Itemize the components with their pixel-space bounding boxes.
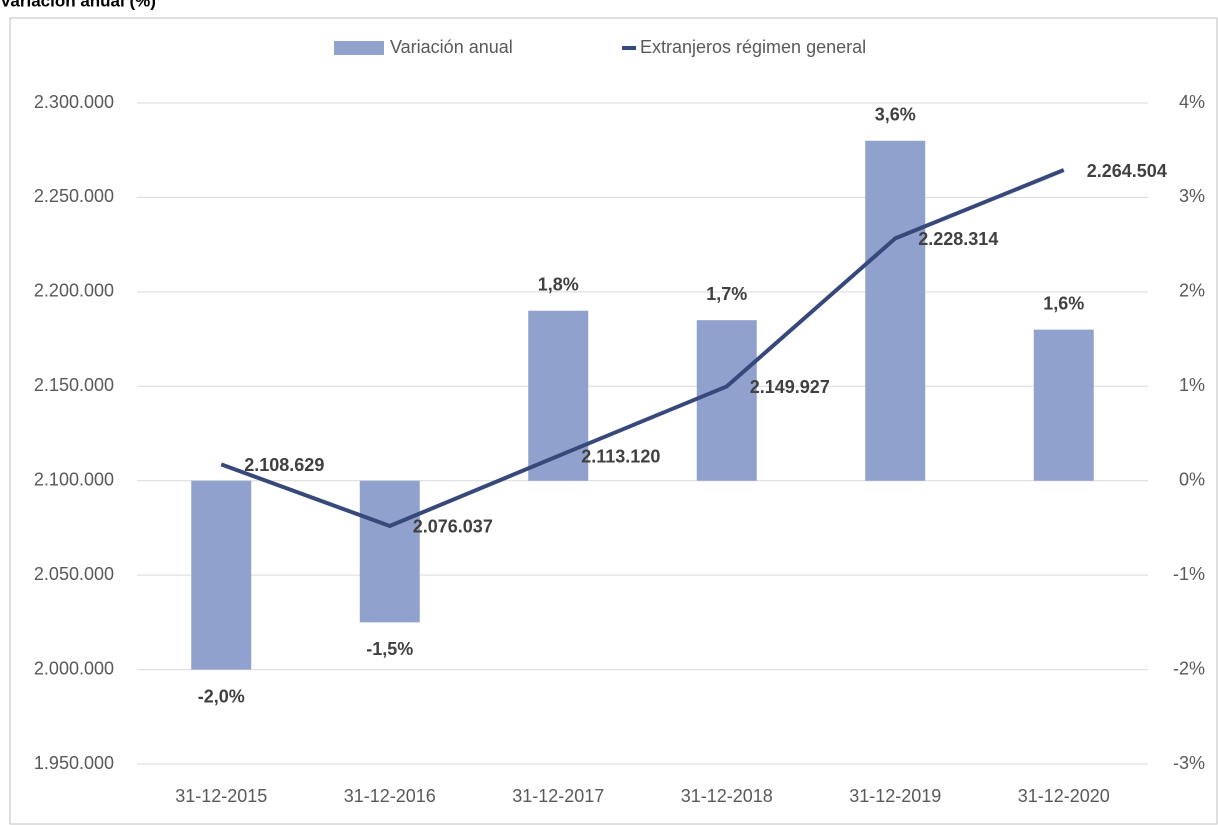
x-tick-label: 31-12-2017 — [512, 786, 604, 806]
data-label: 2.076.037 — [413, 517, 493, 537]
data-label: -1,5% — [366, 639, 413, 659]
data-label: -2,0% — [198, 686, 245, 706]
x-tick-label: 31-12-2020 — [1018, 786, 1110, 806]
data-label: 2.108.629 — [244, 455, 324, 475]
y2-tick-label: 0% — [1179, 469, 1205, 489]
y-tick-label: 2.050.000 — [34, 564, 114, 584]
legend-swatch — [334, 41, 384, 55]
line — [220, 168, 1065, 528]
x-tick-label: 31-12-2015 — [175, 786, 267, 806]
chart-title: Variación anual (%) — [0, 0, 156, 10]
data-label: 2.264.504 — [1087, 161, 1167, 181]
y2-tick-label: -3% — [1173, 753, 1205, 773]
legend-label: Extranjeros régimen general — [640, 37, 866, 57]
y2-tick-label: 4% — [1179, 92, 1205, 112]
bar — [191, 480, 252, 670]
data-label: 1,7% — [706, 284, 747, 304]
data-label: 2.149.927 — [750, 377, 830, 397]
bar — [865, 140, 926, 481]
chart-frame — [9, 17, 1218, 825]
y-tick-label: 2.000.000 — [34, 658, 114, 678]
y-tick-label: 2.250.000 — [34, 186, 114, 206]
data-label: 2.228.314 — [918, 229, 998, 249]
y2-tick-label: 1% — [1179, 375, 1205, 395]
bar — [359, 480, 420, 623]
y2-tick-label: -1% — [1173, 564, 1205, 584]
y2-tick-label: -2% — [1173, 658, 1205, 678]
y-tick-label: 2.200.000 — [34, 281, 114, 301]
bar — [1033, 329, 1094, 481]
y-tick-label: 2.300.000 — [34, 92, 114, 112]
legend-label: Variación anual — [390, 37, 513, 57]
bar — [696, 320, 757, 481]
data-label: 3,6% — [875, 105, 916, 125]
data-label: 1,6% — [1043, 293, 1084, 313]
bar — [528, 310, 589, 481]
x-tick-label: 31-12-2018 — [681, 786, 773, 806]
x-tick-label: 31-12-2019 — [849, 786, 941, 806]
data-label: 2.113.120 — [581, 447, 660, 467]
y2-tick-label: 3% — [1179, 186, 1205, 206]
data-label: 1,8% — [538, 274, 579, 294]
y-tick-label: 2.150.000 — [34, 375, 114, 395]
y-tick-label: 1.950.000 — [34, 753, 114, 773]
y-tick-label: 2.100.000 — [34, 469, 114, 489]
y2-tick-label: 2% — [1179, 281, 1205, 301]
x-tick-label: 31-12-2016 — [344, 786, 436, 806]
